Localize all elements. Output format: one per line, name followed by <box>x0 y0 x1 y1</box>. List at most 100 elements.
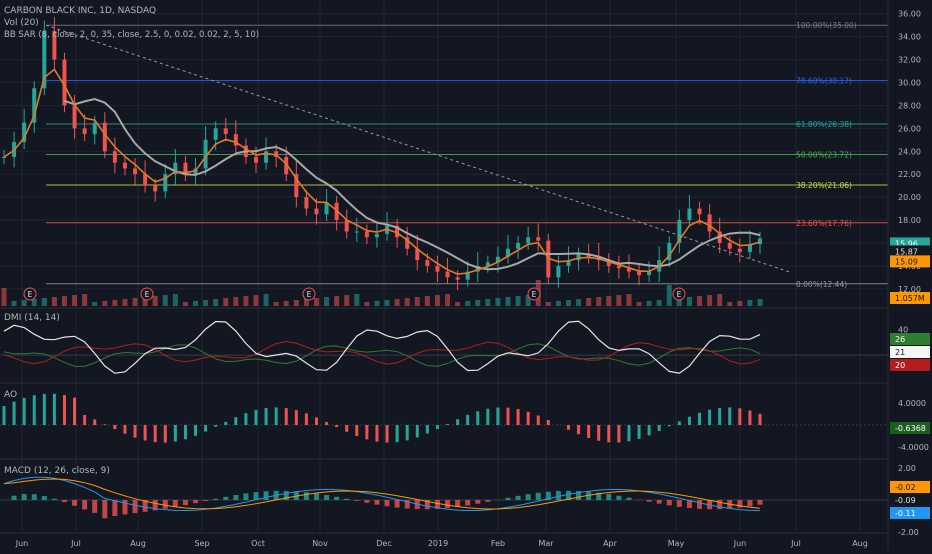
ao-bar <box>93 419 96 425</box>
time-tick-label: May <box>668 539 685 548</box>
macd-histogram-bar <box>52 499 57 500</box>
symbol-title[interactable]: CARBON BLACK INC, 1D, NASDAQ <box>4 6 156 16</box>
candle-body <box>526 237 530 243</box>
volume-bar <box>485 299 490 306</box>
ao-bar <box>214 425 217 427</box>
ao-bar <box>265 408 268 425</box>
macd-histogram-bar <box>32 494 37 500</box>
macd-histogram-bar <box>667 500 672 505</box>
ao-bar <box>396 425 399 442</box>
time-tick-label: Apr <box>603 539 618 548</box>
price-tick-label: 34.00 <box>898 33 921 42</box>
volume-bar <box>475 300 480 306</box>
volume-label[interactable]: Vol (20) <box>4 18 39 28</box>
ao-bar <box>194 425 197 436</box>
candle-body <box>214 128 218 139</box>
ao-bar <box>718 408 721 425</box>
ao-bar <box>144 425 147 441</box>
volume-bar <box>112 300 117 306</box>
ao-label[interactable]: AO <box>4 390 17 400</box>
candle-body <box>93 123 97 134</box>
ao-bar <box>154 425 157 442</box>
ao-bar <box>3 406 6 425</box>
ao-bar <box>759 414 762 425</box>
candle-body <box>2 157 6 158</box>
ao-bar <box>33 395 36 425</box>
ao-bar <box>537 416 540 425</box>
price-tag-ema: 15.09 <box>895 257 918 266</box>
fib-label: 0.00%(12.44) <box>796 280 847 289</box>
fib-label: 61.80%(26.38) <box>796 120 852 129</box>
macd-histogram-bar <box>717 500 722 509</box>
volume-bar <box>657 300 662 306</box>
macd-histogram-bar <box>395 500 400 508</box>
volume-bar <box>687 297 692 306</box>
macd-histogram-bar <box>42 496 47 500</box>
volume-bar <box>2 288 7 306</box>
macd-tag-line: -0.11 <box>895 509 916 518</box>
price-tick-label: 32.00 <box>898 56 921 65</box>
time-tick-label: Jun <box>733 539 747 548</box>
volume-bar <box>637 302 642 306</box>
candle-body <box>345 220 349 231</box>
fib-label: 38.20%(21.06) <box>796 181 852 190</box>
candle-body <box>536 237 540 240</box>
candle-body <box>314 209 318 215</box>
time-tick-label: Aug <box>852 539 868 548</box>
volume-bar <box>374 301 379 306</box>
volume-bar <box>385 300 390 306</box>
bbsar-label[interactable]: BB SAR (8, close, 2, 0, 35, close, 2.5, … <box>4 30 259 40</box>
volume-bar <box>62 296 67 306</box>
volume-bar <box>32 299 37 306</box>
macd-histogram-bar <box>193 500 198 503</box>
volume-bar <box>213 299 218 306</box>
dmi-label[interactable]: DMI (14, 14) <box>4 313 60 323</box>
candle-body <box>224 128 228 134</box>
macd-histogram-bar <box>163 500 168 509</box>
volume-bar <box>445 294 450 306</box>
macd-histogram-bar <box>233 495 238 500</box>
time-tick-label: Sep <box>194 539 209 548</box>
volume-bar <box>747 300 752 306</box>
ao-bar <box>708 410 711 425</box>
volume-bar <box>82 294 87 306</box>
volume-bar <box>415 297 420 306</box>
ao-bar <box>365 425 368 439</box>
ao-bar <box>678 421 681 425</box>
ao-bar <box>386 425 389 443</box>
earnings-marker-label: E <box>677 290 682 299</box>
macd-histogram-bar <box>62 500 67 502</box>
macd-histogram-bar <box>626 498 631 500</box>
ao-bar <box>43 394 46 425</box>
ao-bar <box>255 410 258 425</box>
volume-bar <box>435 295 440 306</box>
time-tick-label: Jun <box>15 539 29 548</box>
candle-body <box>738 249 742 252</box>
price-tick-label: 22.00 <box>898 170 921 179</box>
candle-body <box>728 243 732 249</box>
ao-bar <box>567 425 570 430</box>
macd-histogram-bar <box>536 493 541 500</box>
candle-body <box>637 272 641 275</box>
macd-histogram-bar <box>516 496 521 500</box>
volume-bar <box>52 297 57 306</box>
volume-bar <box>626 294 631 306</box>
candle-body <box>556 266 560 277</box>
candle-body <box>365 232 369 238</box>
macd-label[interactable]: MACD (12, 26, close, 9) <box>4 466 110 476</box>
ao-bar <box>668 425 671 426</box>
macd-histogram-bar <box>465 500 470 505</box>
volume-bar <box>233 297 238 306</box>
price-tick-label: 18.00 <box>898 216 921 225</box>
fib-label: 100.00%(35.00) <box>796 21 857 30</box>
ao-bar <box>375 425 378 442</box>
candle-body <box>325 203 329 214</box>
volume-bar <box>243 296 248 306</box>
volume-bar <box>727 302 732 306</box>
ao-bar <box>53 394 56 425</box>
volume-bar <box>173 294 178 306</box>
time-tick-label: Jul <box>790 539 801 548</box>
time-tick-label: Aug <box>130 539 146 548</box>
ao-bar <box>456 419 459 425</box>
